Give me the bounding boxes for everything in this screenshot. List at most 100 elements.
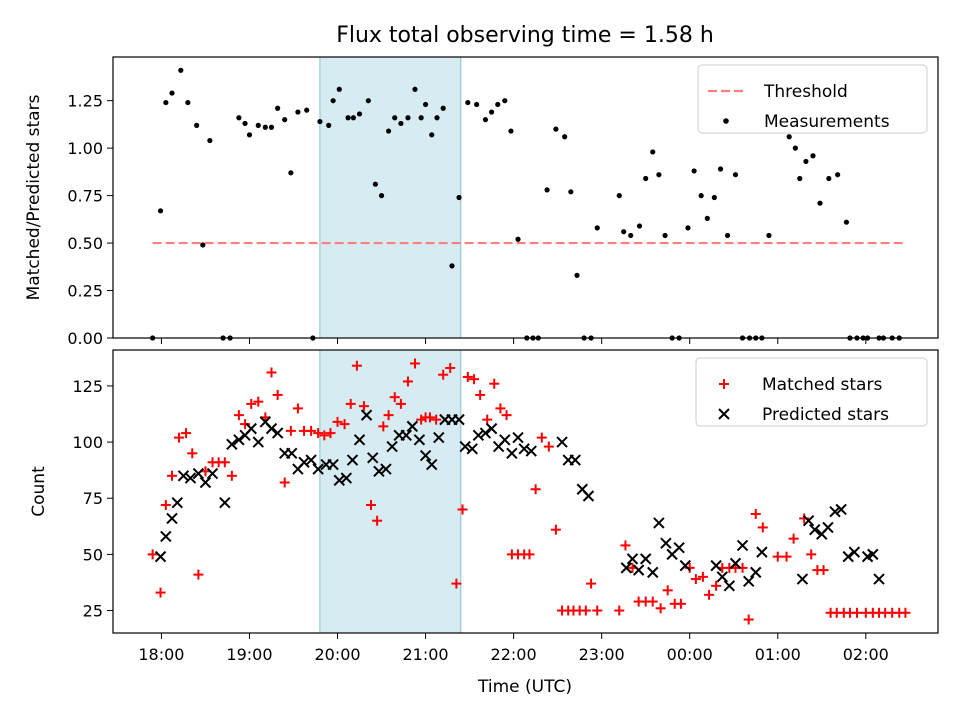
predicted-point bbox=[582, 490, 595, 502]
predicted-point bbox=[271, 427, 284, 439]
measurement-point bbox=[553, 126, 559, 132]
matched-point bbox=[743, 614, 754, 625]
measurement-point bbox=[456, 194, 462, 201]
measurement-point bbox=[621, 229, 627, 235]
predicted-point bbox=[512, 431, 524, 444]
matched-legend-symbol bbox=[719, 379, 729, 389]
ratio-axes: 0.00 0.25 0.50 0.75 1.00 1.25 bbox=[67, 92, 867, 348]
measurement-point bbox=[246, 132, 253, 138]
y-tick-label: 75 bbox=[83, 489, 103, 508]
predicted-point bbox=[556, 436, 568, 448]
measurement-point bbox=[356, 111, 363, 117]
measurement-point bbox=[495, 101, 501, 108]
ratio-legend: Threshold Measurements bbox=[697, 64, 928, 134]
measurement-point bbox=[616, 193, 622, 199]
measurement-point bbox=[698, 193, 704, 199]
predicted-point bbox=[171, 497, 183, 509]
shaded-span bbox=[319, 56, 462, 339]
predicted-point bbox=[809, 523, 821, 536]
predicted-point bbox=[380, 463, 392, 475]
predicted-point bbox=[219, 497, 231, 509]
measurement-point bbox=[200, 242, 206, 248]
matched-point bbox=[325, 428, 336, 439]
predicted-point bbox=[525, 445, 537, 457]
x-tick-label: 18:00 bbox=[138, 645, 184, 664]
predicted-point bbox=[626, 553, 639, 565]
measurement-point bbox=[207, 137, 213, 144]
legend-box bbox=[697, 64, 928, 134]
predicted-point bbox=[367, 452, 379, 464]
predicted-point bbox=[632, 564, 645, 576]
predicted-point bbox=[472, 429, 485, 442]
measurement-point bbox=[792, 145, 798, 151]
matched-point bbox=[410, 358, 421, 369]
x-tick-label: 21:00 bbox=[403, 645, 449, 664]
predicted-point bbox=[679, 559, 692, 572]
measurement-point bbox=[465, 99, 471, 106]
matched-point bbox=[187, 448, 198, 459]
measurement-point bbox=[262, 124, 268, 130]
predicted-point bbox=[873, 573, 885, 585]
measurement-point bbox=[418, 115, 424, 121]
ratio-plot-frame bbox=[112, 56, 939, 339]
predicted-point bbox=[742, 575, 755, 588]
matched-point bbox=[339, 419, 350, 430]
predicted-point bbox=[867, 548, 879, 561]
predicted-point bbox=[723, 580, 736, 592]
ratio-panel: 0.00 0.25 0.50 0.75 1.00 1.25 Matched/Predict… bbox=[24, 56, 939, 348]
y-tick-label: 1.25 bbox=[67, 92, 103, 111]
count-plot-area bbox=[147, 358, 911, 625]
matched-point bbox=[772, 551, 783, 562]
x-axis-label: Time (UTC) bbox=[477, 677, 572, 697]
matched-point bbox=[550, 524, 561, 535]
matched-point bbox=[620, 540, 631, 551]
matched-point bbox=[332, 416, 343, 427]
measurement-point bbox=[574, 272, 580, 278]
measurement-point bbox=[275, 105, 281, 111]
matched-point bbox=[181, 428, 192, 439]
matched-point bbox=[445, 362, 456, 373]
predicted-legend-label: Predicted stars bbox=[762, 405, 889, 425]
predicted-point bbox=[346, 454, 359, 466]
x-tick-label: 23:00 bbox=[579, 645, 625, 664]
measurement-point bbox=[405, 115, 411, 121]
matched-point bbox=[200, 466, 211, 477]
matched-point bbox=[457, 504, 468, 515]
matched-point bbox=[431, 414, 442, 425]
matched-point bbox=[424, 412, 435, 423]
predicted-point bbox=[569, 454, 581, 466]
predicted-point bbox=[406, 420, 419, 433]
matched-point bbox=[226, 470, 237, 481]
y-tick-label: 25 bbox=[83, 602, 103, 621]
measurement-point bbox=[474, 101, 480, 108]
predicted-point bbox=[184, 472, 197, 484]
measurement-point bbox=[282, 117, 288, 123]
predicted-point bbox=[842, 550, 854, 563]
predicted-point bbox=[192, 467, 205, 480]
matched-point bbox=[818, 565, 829, 576]
measurement-point bbox=[317, 118, 323, 125]
matched-point bbox=[662, 585, 673, 596]
matched-point bbox=[365, 499, 376, 510]
matched-point bbox=[543, 441, 554, 452]
measurement-point bbox=[826, 175, 832, 182]
measurement-point bbox=[449, 263, 455, 269]
predicted-point bbox=[226, 438, 238, 451]
measurement-point bbox=[685, 225, 691, 231]
matched-point bbox=[279, 477, 290, 488]
matched-point bbox=[697, 571, 708, 582]
predicted-point bbox=[400, 429, 412, 442]
predicted-point bbox=[252, 436, 264, 448]
measurement-point bbox=[515, 236, 521, 242]
x-tick-label: 19:00 bbox=[226, 645, 272, 664]
predicted-point bbox=[756, 546, 768, 558]
predicted-point bbox=[340, 472, 353, 484]
matched-point bbox=[155, 587, 166, 598]
matched-point bbox=[806, 549, 817, 560]
legend-box bbox=[695, 357, 928, 427]
matched-point bbox=[614, 605, 625, 616]
predicted-point bbox=[333, 474, 345, 486]
predicted-point bbox=[736, 539, 749, 552]
measurement-point bbox=[803, 158, 809, 165]
